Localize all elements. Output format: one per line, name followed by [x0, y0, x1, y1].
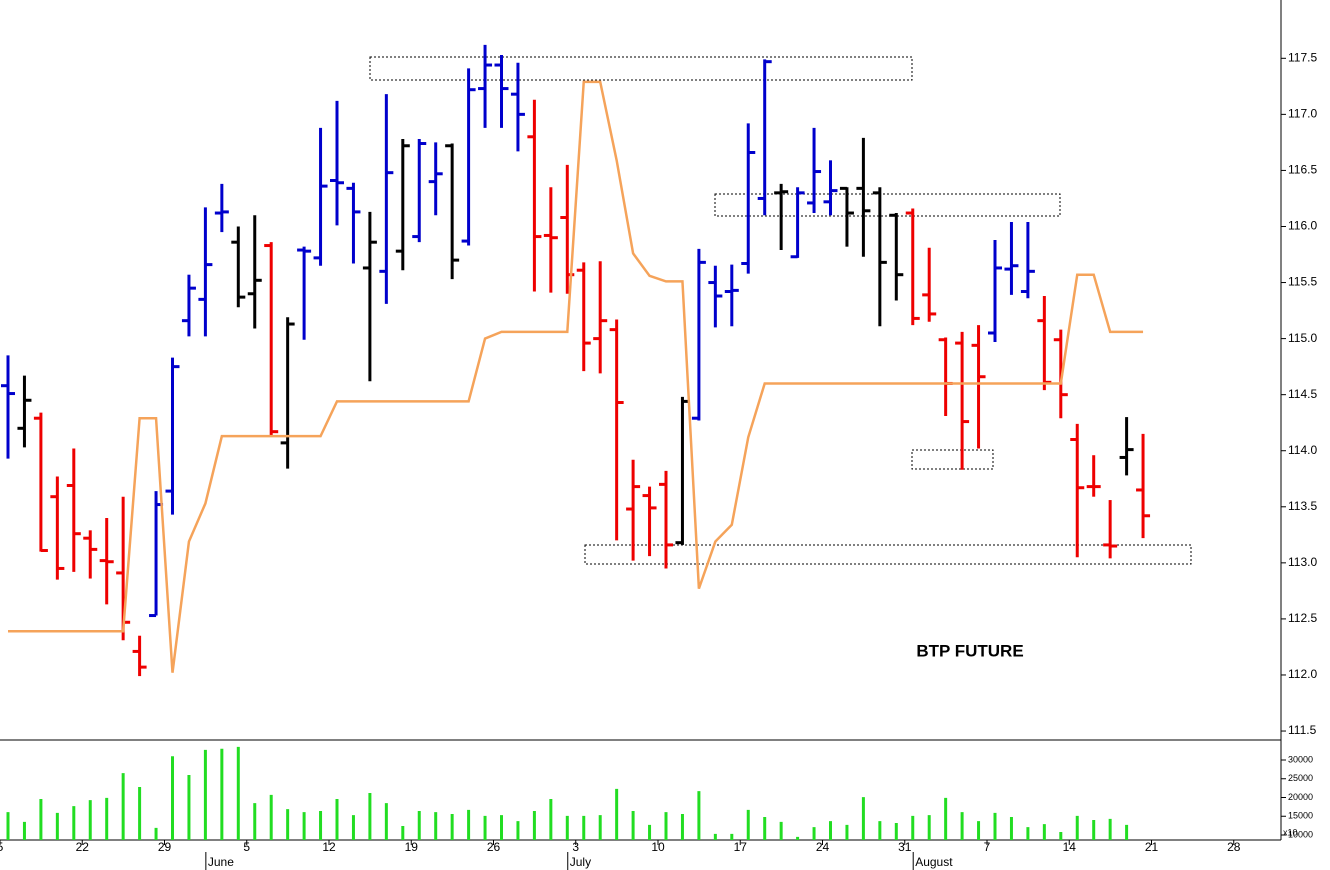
month-label: June	[208, 855, 234, 869]
x-tick-label: 10	[651, 840, 665, 854]
overlay-line	[8, 80, 1144, 673]
x-tick-label: 5	[0, 840, 4, 854]
annotation-box	[584, 544, 1192, 565]
y-tick-label: 115.0	[1288, 331, 1317, 345]
x-tick-label: 19	[405, 840, 419, 854]
y-tick-label: 30000	[1288, 754, 1313, 764]
x-tick-label: 31	[898, 840, 912, 854]
x-tick-label: 29	[158, 840, 172, 854]
y-tick-label: 25000	[1288, 773, 1313, 783]
x-tick-label: 24	[816, 840, 830, 854]
y-tick-label: 112.0	[1288, 667, 1317, 681]
month-label: August	[915, 855, 953, 869]
y-tick-label: 117.5	[1288, 50, 1317, 64]
x-tick-label: 5	[243, 840, 250, 854]
annotation-box	[911, 449, 994, 470]
x-tick-label: 22	[76, 840, 90, 854]
y-tick-label: 116.0	[1288, 219, 1317, 233]
x-tick-label: 3	[572, 840, 579, 854]
x-tick-label: 21	[1145, 840, 1159, 854]
y-tick-label: 116.5	[1288, 163, 1317, 177]
y-tick-label: 114.5	[1288, 387, 1317, 401]
x-tick-label: 7	[984, 840, 991, 854]
x-tick-label: 17	[734, 840, 748, 854]
y-tick-label: 114.0	[1288, 443, 1317, 457]
y-axis-label: x10	[1283, 827, 1298, 837]
y-tick-label: 111.5	[1288, 723, 1317, 737]
y-tick-label: 10000	[1288, 829, 1313, 839]
month-label: July	[570, 855, 591, 869]
x-tick-label: 26	[487, 840, 501, 854]
y-tick-label: 117.0	[1288, 107, 1317, 121]
annotation-box	[714, 193, 1061, 217]
x-tick-label: 12	[322, 840, 336, 854]
chart-title: BTP FUTURE	[916, 641, 1023, 660]
y-tick-label: 113.0	[1288, 555, 1317, 569]
x-tick-label: 14	[1063, 840, 1077, 854]
annotation-box	[369, 56, 913, 81]
y-tick-label: 115.5	[1288, 275, 1317, 289]
x-tick-label: 28	[1227, 840, 1241, 854]
y-tick-label: 113.5	[1288, 499, 1317, 513]
y-tick-label: 20000	[1288, 792, 1313, 802]
y-tick-label: 15000	[1288, 811, 1313, 821]
y-tick-label: 112.5	[1288, 611, 1317, 625]
